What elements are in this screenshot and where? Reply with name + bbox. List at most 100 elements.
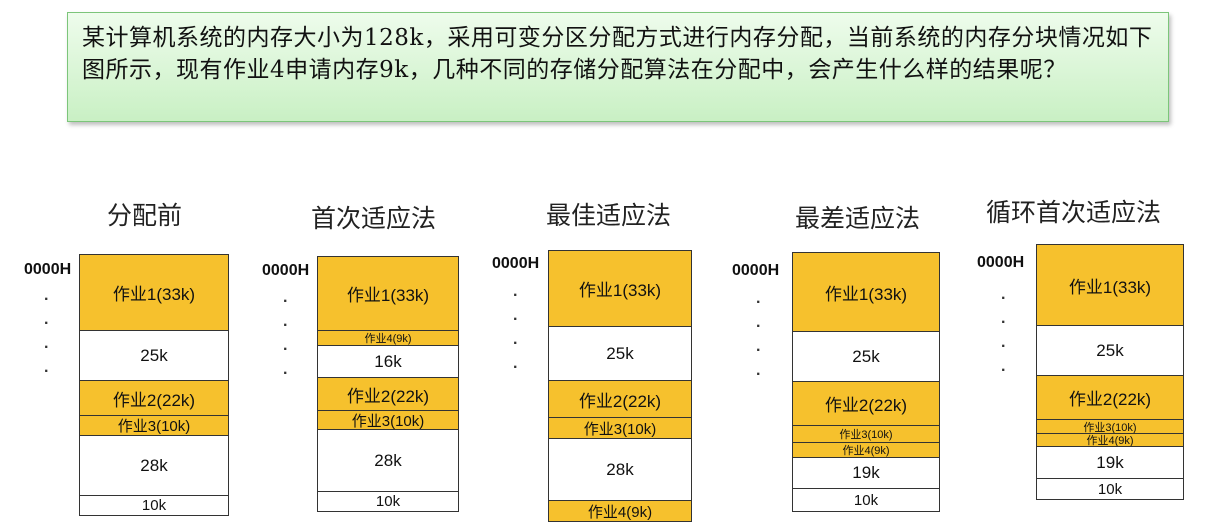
block-label: 作业3(10k) [839,429,893,441]
allocated-block: 作业1(33k) [80,255,228,330]
allocated-block: 作业4(9k) [793,442,939,457]
block-label: 作业2(22k) [824,396,908,415]
continuation-dot: · [44,339,50,356]
block-label: 25k [1096,340,1124,360]
column-title: 最差适应法 [795,204,921,233]
block-label: 作业3(10k) [351,412,425,430]
memory-map: 作业1(33k) 25k 作业2(22k) 作业3(10k) 28k 10k [79,254,229,516]
block-label: 作业2(22k) [112,390,196,410]
allocated-block: 作业1(33k) [793,253,939,331]
block-label: 10k [375,493,401,510]
continuation-dot: · [1001,362,1007,379]
memory-map: 作业1(33k) 25k 作业2(22k) 作业3(10k) 作业4(9k) 19k 10k [792,252,940,512]
block-label: 16k [374,351,402,371]
continuation-dot: · [1001,314,1007,331]
continuation-dot: · [283,293,289,310]
continuation-dot: · [756,294,762,311]
continuation-dot: · [513,335,519,352]
allocated-block: 作业1(33k) [1037,245,1183,325]
continuation-dot: · [513,311,519,328]
allocated-block: 作业4(9k) [318,330,458,345]
continuation-dot: · [44,363,50,380]
problem-statement: 某计算机系统的内存大小为128k，采用可变分区分配方式进行内存分配，当前系统的内… [67,12,1169,122]
continuation-dot: · [756,366,762,383]
block-label: 作业2(22k) [346,386,430,406]
block-label: 作业2(22k) [1068,390,1152,409]
allocated-block: 作业3(10k) [793,425,939,442]
allocated-block: 作业3(10k) [1037,419,1183,433]
allocated-block: 作业2(22k) [1037,375,1183,419]
block-label: 28k [606,459,634,479]
block-label: 作业1(33k) [112,285,196,304]
allocated-block: 作业3(10k) [80,415,228,435]
start-address-label: 0000H [262,262,310,279]
column-title: 循环首次适应法 [986,198,1162,227]
continuation-dot: · [756,342,762,359]
column-title: 首次适应法 [311,204,437,233]
memory-map: 作业1(33k) 25k 作业2(22k) 作业3(10k) 28k 作业4(9k) [548,250,692,522]
continuation-dot: · [283,317,289,334]
allocated-block: 作业3(10k) [549,417,691,438]
allocated-block: 作业4(9k) [1037,433,1183,446]
block-label: 19k [1096,452,1124,472]
block-label: 10k [141,497,167,514]
start-address-label: 0000H [24,261,72,278]
free-block: 25k [80,330,228,380]
block-label: 25k [852,346,880,366]
continuation-dot: · [283,341,289,358]
column-title: 最佳适应法 [546,201,672,230]
block-label: 25k [140,345,168,365]
free-block: 10k [793,488,939,511]
continuation-dot: · [513,287,519,304]
continuation-dot: · [513,359,519,376]
allocated-block: 作业4(9k) [549,500,691,521]
continuation-dot: · [44,291,50,308]
free-block: 19k [793,457,939,488]
block-label: 作业4(9k) [364,333,412,345]
start-address-label: 0000H [977,254,1025,271]
block-label: 10k [1097,480,1123,498]
memory-map: 作业1(33k) 25k 作业2(22k) 作业3(10k) 作业4(9k) 19k 10k [1036,244,1184,500]
free-block: 19k [1037,446,1183,478]
memory-map: 作业1(33k) 作业4(9k) 16k 作业2(22k) 作业3(10k) 28k 10k [317,256,459,512]
allocated-block: 作业1(33k) [318,257,458,330]
block-label: 作业3(10k) [1083,421,1137,434]
block-label: 作业4(9k) [1086,435,1134,446]
free-block: 10k [1037,478,1183,499]
column-title: 分配前 [107,201,183,230]
start-address-label: 0000H [492,255,540,272]
start-address-label: 0000H [732,262,780,279]
block-label: 作业1(33k) [578,281,662,300]
allocated-block: 作业3(10k) [318,410,458,429]
block-label: 作业3(10k) [117,418,191,435]
block-label: 25k [606,343,634,363]
free-block: 10k [318,491,458,511]
free-block: 16k [318,345,458,377]
free-block: 28k [80,435,228,495]
allocated-block: 作业2(22k) [549,380,691,417]
block-label: 10k [853,491,879,509]
allocated-block: 作业2(22k) [318,377,458,410]
block-label: 作业3(10k) [583,420,657,438]
continuation-dot: · [1001,338,1007,355]
block-label: 作业1(33k) [1068,277,1152,297]
block-label: 作业4(9k) [587,503,653,521]
free-block: 25k [549,326,691,380]
continuation-dot: · [756,318,762,335]
block-label: 作业2(22k) [578,391,662,411]
allocated-block: 作业1(33k) [549,251,691,326]
block-label: 19k [852,463,880,482]
allocated-block: 作业2(22k) [80,380,228,415]
free-block: 10k [80,495,228,515]
block-label: 作业1(33k) [824,284,908,304]
free-block: 25k [793,331,939,381]
block-label: 作业1(33k) [346,286,430,305]
continuation-dot: · [1001,290,1007,307]
free-block: 28k [318,429,458,491]
block-label: 28k [374,450,402,470]
free-block: 28k [549,438,691,500]
block-label: 28k [140,455,168,475]
continuation-dot: · [283,365,289,382]
allocated-block: 作业2(22k) [793,381,939,425]
continuation-dot: · [44,315,50,332]
